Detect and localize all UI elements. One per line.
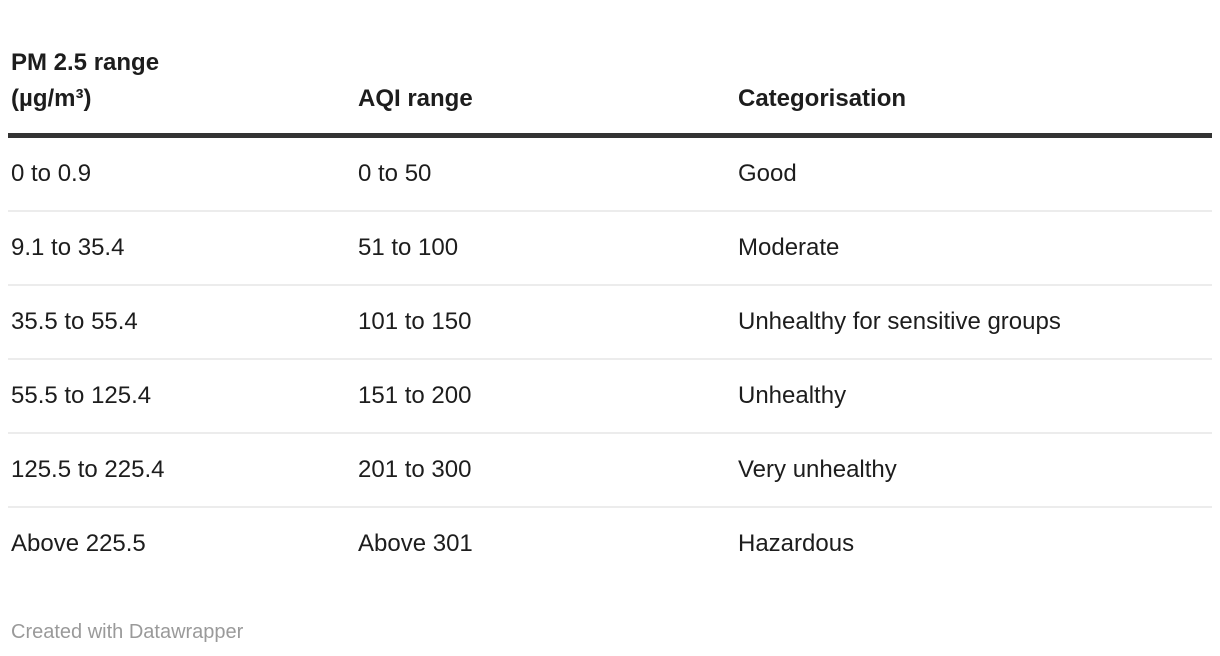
cell-aqi: 201 to 300 — [355, 433, 735, 508]
table-row: Above 225.5 Above 301 Hazardous — [8, 507, 1212, 580]
header-row: PM 2.5 range (µg/m³) AQI range Categoris… — [8, 0, 1212, 138]
cell-pm25: 55.5 to 125.4 — [8, 359, 355, 434]
table-body: 0 to 0.9 0 to 50 Good 9.1 to 35.4 51 to … — [8, 135, 1212, 581]
datawrapper-attribution-link[interactable]: Created with Datawrapper — [11, 621, 244, 643]
table-row: 125.5 to 225.4 201 to 300 Very unhealthy — [8, 433, 1212, 508]
cell-pm25: 125.5 to 225.4 — [8, 433, 355, 508]
aqi-table: PM 2.5 range (µg/m³) AQI range Categoris… — [8, 0, 1212, 580]
cell-category: Moderate — [735, 211, 1212, 286]
table-row: 35.5 to 55.4 101 to 150 Unhealthy for se… — [8, 285, 1212, 360]
cell-category: Hazardous — [738, 530, 855, 557]
cell-pm25: Above 225.5 — [11, 530, 146, 557]
cell-aqi: Above 301 — [358, 530, 473, 557]
table-row: 55.5 to 125.4 151 to 200 Unhealthy — [8, 359, 1212, 434]
column-header-aqi-range: AQI range — [355, 0, 735, 138]
column-header-categorisation: Categorisation — [735, 0, 1212, 138]
cell-aqi: 51 to 100 — [355, 211, 735, 286]
table-row: 9.1 to 35.4 51 to 100 Moderate — [8, 211, 1212, 286]
cell-category: Good — [735, 135, 1212, 212]
column-header-pm25-range: PM 2.5 range (µg/m³) — [8, 0, 355, 138]
cell-pm25: 0 to 0.9 — [8, 135, 355, 212]
table-header: PM 2.5 range (µg/m³) AQI range Categoris… — [8, 0, 1212, 138]
cell-category: Unhealthy for sensitive groups — [735, 285, 1212, 360]
cell-aqi: 0 to 50 — [355, 135, 735, 212]
cell-pm25: 9.1 to 35.4 — [8, 211, 355, 286]
cell-category: Very unhealthy — [735, 433, 1212, 508]
cell-aqi: 101 to 150 — [355, 285, 735, 360]
table-row: 0 to 0.9 0 to 50 Good — [8, 135, 1212, 212]
chart-container: PM 2.5 range (µg/m³) AQI range Categoris… — [8, 0, 1212, 644]
cell-category: Unhealthy — [735, 359, 1212, 434]
cell-aqi: 151 to 200 — [355, 359, 735, 434]
cell-pm25: 35.5 to 55.4 — [8, 285, 355, 360]
